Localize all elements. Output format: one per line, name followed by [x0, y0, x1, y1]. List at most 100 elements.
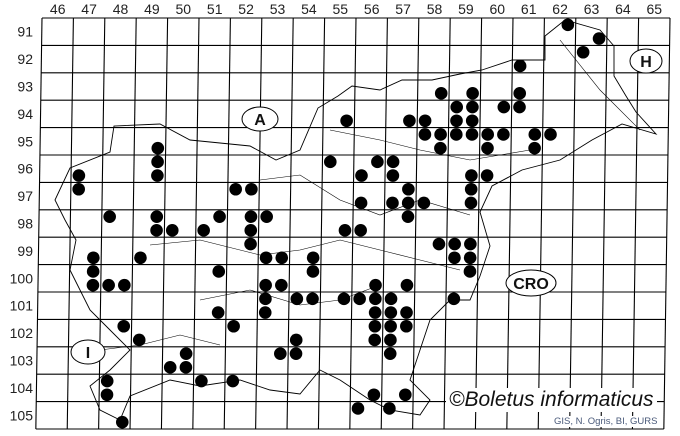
- record-dot: [338, 224, 352, 237]
- record-dot: [434, 128, 447, 141]
- record-dot: [151, 169, 164, 182]
- row-label: 97: [17, 188, 33, 204]
- record-dot: [398, 388, 412, 402]
- svg-text:I: I: [86, 345, 90, 362]
- row-label: 96: [17, 161, 33, 177]
- column-label: 52: [238, 1, 254, 17]
- record-dot: [369, 278, 382, 292]
- row-label: 92: [17, 51, 33, 67]
- column-label: 50: [176, 1, 192, 17]
- grid-line-vertical: [35, 17, 43, 430]
- record-dot: [259, 278, 272, 292]
- record-dot: [275, 251, 289, 265]
- column-label: 48: [113, 1, 129, 17]
- credit-text: GIS, N. Ogris, BI, GURS: [552, 416, 660, 427]
- record-dot: [197, 224, 210, 237]
- record-dot: [465, 128, 479, 141]
- column-label: 58: [427, 1, 443, 17]
- record-dot: [513, 87, 527, 100]
- record-dot: [528, 141, 541, 155]
- record-dot: [401, 196, 415, 210]
- grid-line-vertical: [129, 17, 137, 430]
- record-dot: [244, 237, 257, 251]
- record-dot: [418, 114, 432, 128]
- record-dot: [368, 319, 382, 333]
- row-label: 102: [10, 325, 34, 341]
- svg-text:H: H: [640, 54, 652, 71]
- grid-line-vertical: [600, 17, 608, 430]
- grid-line-vertical: [663, 17, 671, 430]
- grid-line-vertical: [412, 17, 420, 430]
- record-dot: [434, 141, 447, 155]
- grid-line-vertical: [537, 17, 545, 430]
- grid-line-vertical: [98, 17, 106, 430]
- column-label: 46: [50, 1, 66, 17]
- record-dot: [448, 251, 461, 265]
- row-label: 104: [10, 380, 34, 396]
- record-dot: [465, 169, 478, 182]
- grid-line-vertical: [66, 17, 74, 430]
- row-label: 101: [10, 298, 34, 314]
- record-dot: [132, 333, 146, 347]
- country-label-cro: CRO: [505, 269, 557, 297]
- column-label: 57: [395, 1, 411, 17]
- record-dot: [383, 347, 397, 360]
- record-dot: [354, 196, 368, 210]
- record-dot: [289, 333, 303, 347]
- record-dot: [227, 319, 240, 333]
- record-dot: [447, 292, 461, 306]
- record-dot: [386, 169, 400, 182]
- country-labels: A H CRO I: [70, 48, 663, 365]
- record-dot: [544, 128, 557, 141]
- record-dot: [275, 278, 288, 292]
- record-dot: [151, 155, 164, 169]
- record-dot: [480, 169, 494, 182]
- column-label: 60: [490, 1, 506, 17]
- record-dot: [245, 182, 258, 196]
- record-dot: [289, 347, 303, 360]
- record-dot: [165, 224, 179, 237]
- record-dot: [229, 182, 242, 196]
- record-dot: [134, 251, 147, 265]
- record-dot: [86, 278, 100, 292]
- grid-line-vertical: [631, 17, 640, 430]
- column-label: 54: [301, 1, 317, 17]
- record-dot: [448, 237, 461, 251]
- record-dot: [72, 182, 85, 196]
- grid-line-vertical: [255, 17, 263, 430]
- record-dot: [150, 224, 163, 237]
- record-dot: [369, 292, 382, 306]
- record-dot: [401, 210, 415, 223]
- record-dot: [323, 155, 337, 169]
- record-dot: [353, 292, 366, 306]
- record-dot: [306, 251, 320, 265]
- record-dot: [400, 278, 414, 292]
- grid-line-vertical: [569, 17, 577, 430]
- column-label: 56: [364, 1, 380, 17]
- record-dot: [481, 128, 495, 141]
- record-dots: [72, 18, 606, 429]
- record-dot: [274, 347, 287, 360]
- record-dot: [383, 402, 396, 415]
- grid-line-vertical: [160, 17, 169, 430]
- record-dot: [402, 182, 415, 196]
- record-dot: [463, 265, 477, 278]
- record-dot: [212, 265, 226, 278]
- column-labels: 46 47 48 49 50 51 52 53 54 55 56 57 58 59 60 61 62 63 64 65: [50, 1, 662, 17]
- row-label: 94: [17, 106, 33, 122]
- record-dot: [117, 319, 131, 333]
- utm-grid: [35, 17, 671, 430]
- column-label: 53: [270, 1, 286, 17]
- column-label: 63: [584, 1, 600, 17]
- record-dot: [450, 128, 463, 141]
- record-dot: [384, 292, 398, 306]
- record-dot: [434, 87, 448, 100]
- copyright-text: ©Boletus informaticus: [446, 388, 657, 412]
- record-dot: [465, 114, 479, 128]
- grid-line-vertical: [349, 17, 357, 430]
- row-label: 105: [10, 407, 34, 423]
- record-dot: [417, 196, 431, 210]
- record-dot: [244, 210, 258, 223]
- record-dot: [386, 155, 400, 169]
